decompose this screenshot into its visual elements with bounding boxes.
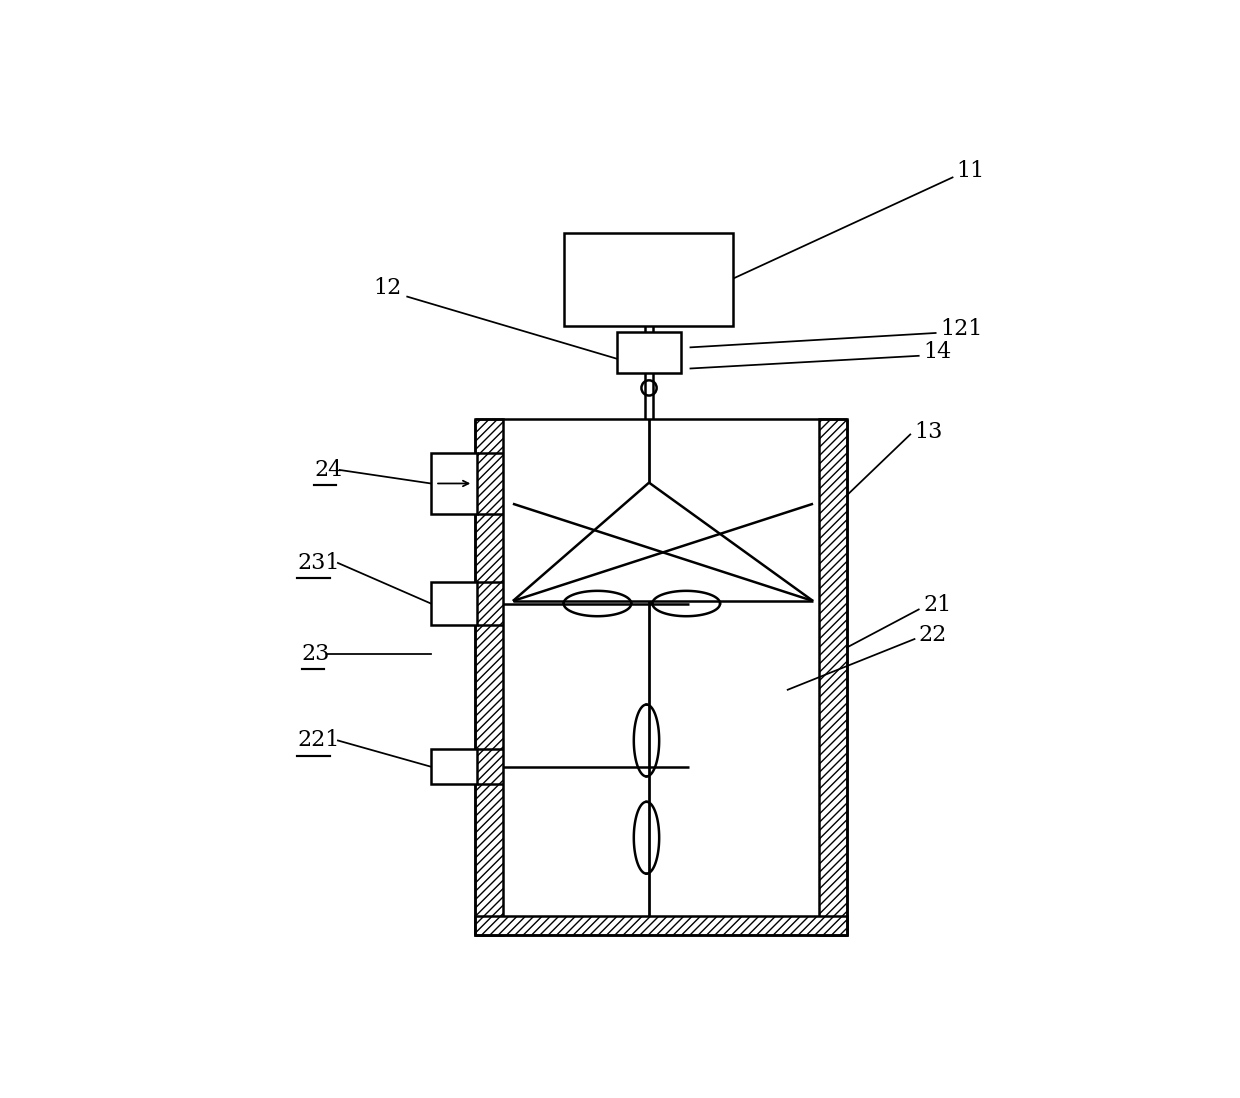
Bar	[475, 419, 502, 934]
Text: 24: 24	[314, 459, 342, 481]
Text: 12: 12	[373, 277, 402, 299]
Bar	[616, 332, 681, 372]
Bar	[564, 233, 733, 326]
Bar	[430, 582, 477, 625]
Text: 11: 11	[957, 159, 985, 181]
Bar	[430, 453, 477, 514]
Bar	[430, 749, 477, 784]
Text: 21: 21	[923, 594, 951, 616]
Text: 13: 13	[915, 421, 942, 442]
Bar	[475, 916, 847, 934]
Text: 14: 14	[923, 340, 951, 362]
Text: 231: 231	[298, 552, 340, 574]
Text: 221: 221	[298, 729, 340, 751]
Text: 23: 23	[301, 643, 330, 665]
Text: 121: 121	[940, 317, 982, 339]
Bar	[818, 419, 847, 934]
Text: 22: 22	[919, 624, 947, 646]
Bar	[502, 419, 818, 916]
